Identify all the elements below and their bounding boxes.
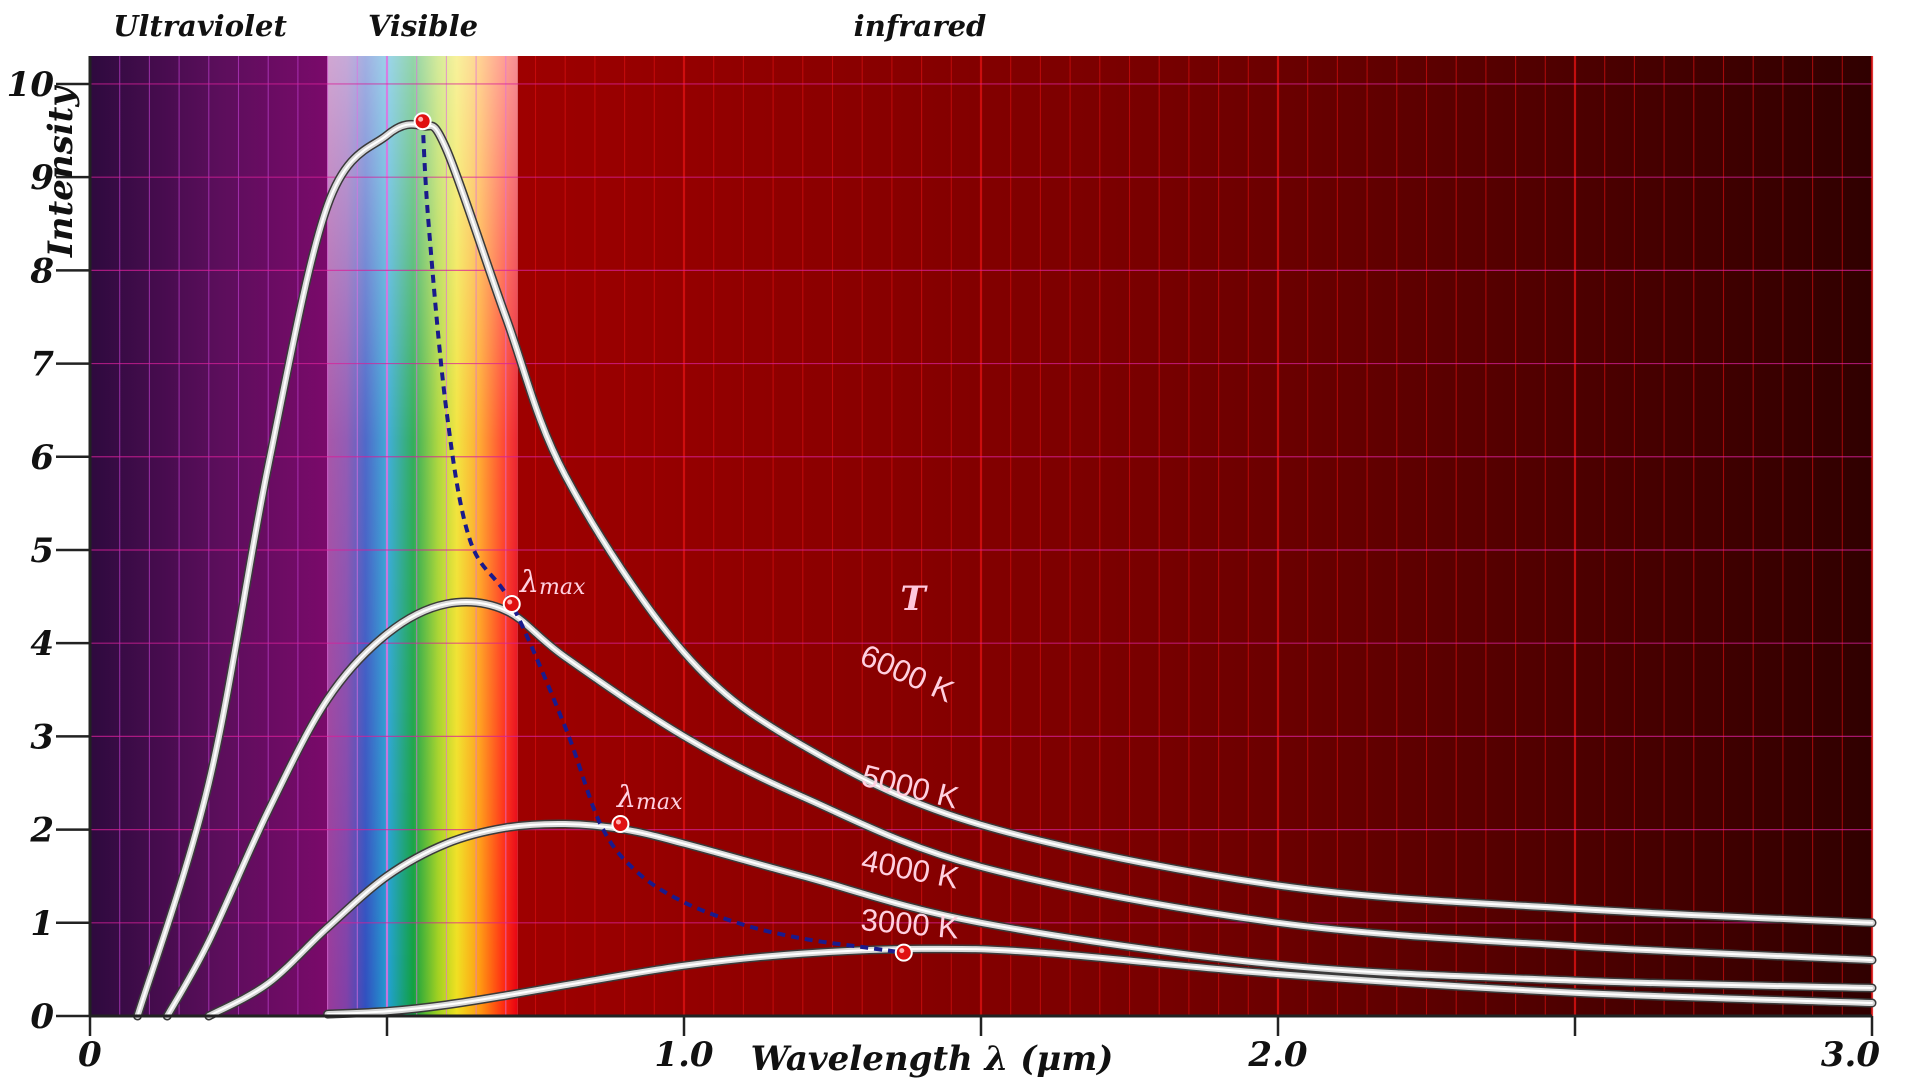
peak-marker: [611, 815, 630, 833]
y-tick-label: 10: [7, 65, 55, 105]
peak-marker: [894, 943, 913, 962]
lambda-symbol: λ: [616, 780, 636, 815]
lambda-max-label-2: λmax: [616, 780, 683, 815]
series-label-3000k: 3000 K: [859, 902, 960, 945]
peak-marker-shine: [507, 599, 513, 605]
band-label-ultraviolet: Ultraviolet: [113, 9, 287, 43]
peak-locus: [420, 121, 905, 955]
peak-marker-shine: [615, 819, 621, 825]
band-label-infrared: infrared: [854, 9, 987, 43]
x-tick-label: 2.0: [1247, 1035, 1307, 1075]
peak-marker-shine: [418, 116, 424, 122]
axes: 0 1 2 3 4 5 6 7 8 9 10 0 1.0 2.0 3.0: [7, 56, 1880, 1075]
y-tick-label: 2: [29, 811, 54, 851]
curve-6000k-highlight: [136, 123, 1873, 1017]
peak-markers: [413, 112, 913, 962]
lambda-symbol: λ: [519, 565, 539, 600]
lambda-max-label-1: λmax: [519, 565, 586, 600]
lambda-subscript: max: [539, 575, 586, 600]
y-tick-label: 7: [30, 345, 54, 385]
x-tick-label: 0: [78, 1035, 102, 1075]
visible-veil: [327, 56, 518, 1016]
y-tick-label: 4: [30, 624, 54, 664]
curve-4000k-highlight: [207, 822, 1873, 1017]
y-tick-label: 9: [30, 158, 54, 198]
x-tick-label: 3.0: [1821, 1035, 1880, 1075]
y-tick-label: 0: [30, 997, 54, 1037]
grid: [88, 56, 1874, 1017]
peak-marker: [502, 595, 521, 614]
temperature-symbol: T: [900, 579, 928, 619]
y-tick-label: 3: [30, 717, 54, 757]
peak-marker: [413, 112, 432, 131]
y-tick-label: 8: [29, 251, 54, 291]
x-tick-label: 1.0: [654, 1035, 713, 1075]
y-axis-title: Intensity: [41, 85, 81, 258]
peak-marker-shine: [899, 948, 905, 954]
lambda-subscript: max: [636, 790, 683, 815]
x-axis-title: Wavelength λ (μm): [751, 1039, 1114, 1079]
y-tick-label: 1: [30, 904, 54, 944]
y-tick-label: 5: [30, 531, 54, 571]
band-label-visible: Visible: [368, 9, 478, 43]
curve-5000k-highlight: [166, 601, 1873, 1017]
y-tick-label: 6: [30, 438, 54, 478]
peak-locus-line: [420, 121, 905, 955]
